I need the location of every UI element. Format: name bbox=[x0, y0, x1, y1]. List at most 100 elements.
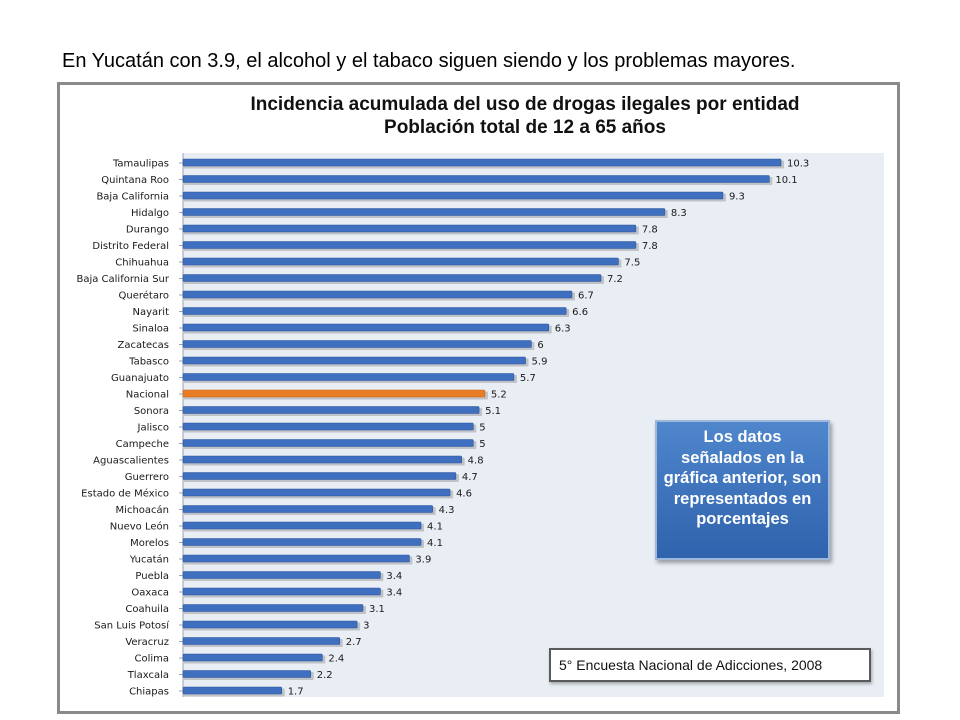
category-label: Aguascalientes bbox=[93, 456, 169, 467]
category-label: Campeche bbox=[116, 439, 169, 450]
bar bbox=[182, 439, 474, 447]
value-label: 2.4 bbox=[328, 654, 344, 665]
category-label: Distrito Federal bbox=[92, 241, 169, 252]
value-label: 3.4 bbox=[386, 588, 402, 599]
category-label: Zacatecas bbox=[117, 340, 169, 351]
value-label: 3.9 bbox=[415, 555, 431, 566]
value-label: 6.3 bbox=[555, 324, 571, 335]
category-label: Sinaloa bbox=[132, 324, 169, 335]
note-callout: Los datos señalados en la gráfica anteri… bbox=[655, 420, 830, 560]
category-label: Baja California Sur bbox=[76, 274, 169, 285]
category-label: Chiapas bbox=[129, 687, 169, 698]
chart-subtitle: Población total de 12 a 65 años bbox=[384, 117, 666, 138]
category-label: Coahuila bbox=[125, 604, 169, 615]
category-label: Tabasco bbox=[128, 357, 169, 368]
bar bbox=[182, 307, 567, 315]
category-label: Morelos bbox=[130, 538, 169, 549]
bar bbox=[182, 257, 619, 266]
value-label: 6.7 bbox=[578, 291, 594, 302]
value-label: 3.4 bbox=[386, 571, 402, 582]
bar bbox=[182, 241, 637, 249]
bar bbox=[182, 175, 770, 183]
value-label: 5.2 bbox=[491, 390, 507, 401]
category-label: Oaxaca bbox=[131, 588, 169, 599]
bar bbox=[182, 422, 474, 431]
value-label: 4.3 bbox=[439, 505, 455, 516]
bar bbox=[182, 587, 381, 596]
value-label: 3.1 bbox=[369, 604, 385, 615]
bar bbox=[182, 340, 532, 348]
category-label: Nacional bbox=[126, 390, 169, 401]
bar bbox=[182, 406, 480, 414]
value-label: 7.8 bbox=[642, 225, 658, 236]
value-label: 3 bbox=[363, 621, 369, 632]
bar bbox=[182, 554, 410, 563]
value-label: 4.1 bbox=[427, 538, 443, 549]
bar bbox=[182, 472, 457, 480]
value-label: 6 bbox=[537, 340, 543, 351]
category-label: Tlaxcala bbox=[127, 670, 169, 681]
category-label: Nayarit bbox=[133, 307, 170, 318]
category-label: Estado de México bbox=[81, 488, 169, 500]
category-label: Yucatán bbox=[129, 554, 169, 566]
value-label: 4.6 bbox=[456, 489, 472, 500]
category-label: Guerrero bbox=[125, 472, 169, 483]
value-label: 5.9 bbox=[532, 357, 548, 368]
bar bbox=[182, 637, 341, 645]
source-label: 5° Encuesta Nacional de Adicciones, 2008 bbox=[549, 648, 871, 682]
value-label: 7.8 bbox=[642, 241, 658, 252]
value-label: 4.7 bbox=[462, 472, 478, 483]
category-label: Michoacán bbox=[116, 504, 169, 516]
category-label: Sonora bbox=[134, 406, 169, 417]
category-label: Nuevo León bbox=[110, 521, 169, 533]
category-label: Tamaulipas bbox=[112, 159, 169, 170]
chart-title: Incidencia acumulada del uso de drogas i… bbox=[250, 94, 800, 115]
value-label: 5 bbox=[479, 423, 485, 434]
category-label: Chihuahua bbox=[115, 258, 169, 269]
value-label: 2.7 bbox=[346, 637, 362, 648]
bar bbox=[182, 455, 462, 464]
bar bbox=[182, 505, 433, 513]
bar bbox=[182, 571, 381, 579]
bar bbox=[182, 389, 486, 398]
value-label: 4.8 bbox=[468, 456, 484, 467]
category-label: Colima bbox=[134, 654, 169, 665]
value-label: 6.6 bbox=[572, 307, 588, 318]
category-label: Veracruz bbox=[125, 637, 169, 648]
value-label: 4.1 bbox=[427, 522, 443, 533]
bar bbox=[182, 604, 364, 612]
category-label: Querétaro bbox=[119, 290, 169, 302]
caption-text: En Yucatán con 3.9, el alcohol y el taba… bbox=[62, 50, 796, 72]
bar bbox=[182, 290, 573, 299]
category-label: Guanajuato bbox=[111, 373, 169, 384]
bar bbox=[182, 224, 637, 233]
bar bbox=[182, 686, 282, 695]
value-label: 5 bbox=[479, 439, 485, 450]
bar bbox=[182, 538, 422, 546]
bar bbox=[182, 521, 422, 530]
value-label: 10.3 bbox=[787, 159, 809, 170]
bar bbox=[182, 620, 358, 629]
bar bbox=[182, 670, 312, 678]
category-label: Baja California bbox=[96, 192, 169, 203]
value-label: 7.5 bbox=[624, 258, 640, 269]
category-label: Puebla bbox=[135, 571, 169, 582]
bar bbox=[182, 158, 782, 167]
value-label: 9.3 bbox=[729, 192, 745, 203]
bar bbox=[182, 208, 666, 216]
value-label: 7.2 bbox=[607, 274, 623, 285]
value-label: 1.7 bbox=[288, 687, 304, 698]
category-label: Durango bbox=[126, 225, 169, 236]
value-label: 5.7 bbox=[520, 373, 536, 384]
value-label: 5.1 bbox=[485, 406, 501, 417]
category-label: Quintana Roo bbox=[101, 175, 169, 186]
bar bbox=[182, 373, 515, 381]
bar bbox=[182, 356, 526, 365]
bar bbox=[182, 191, 724, 200]
category-label: Jalisco bbox=[137, 423, 169, 434]
value-label: 2.2 bbox=[317, 670, 333, 681]
category-label: Hidalgo bbox=[131, 208, 169, 219]
bar bbox=[182, 653, 323, 662]
category-label: San Luis Potosí bbox=[94, 620, 170, 632]
